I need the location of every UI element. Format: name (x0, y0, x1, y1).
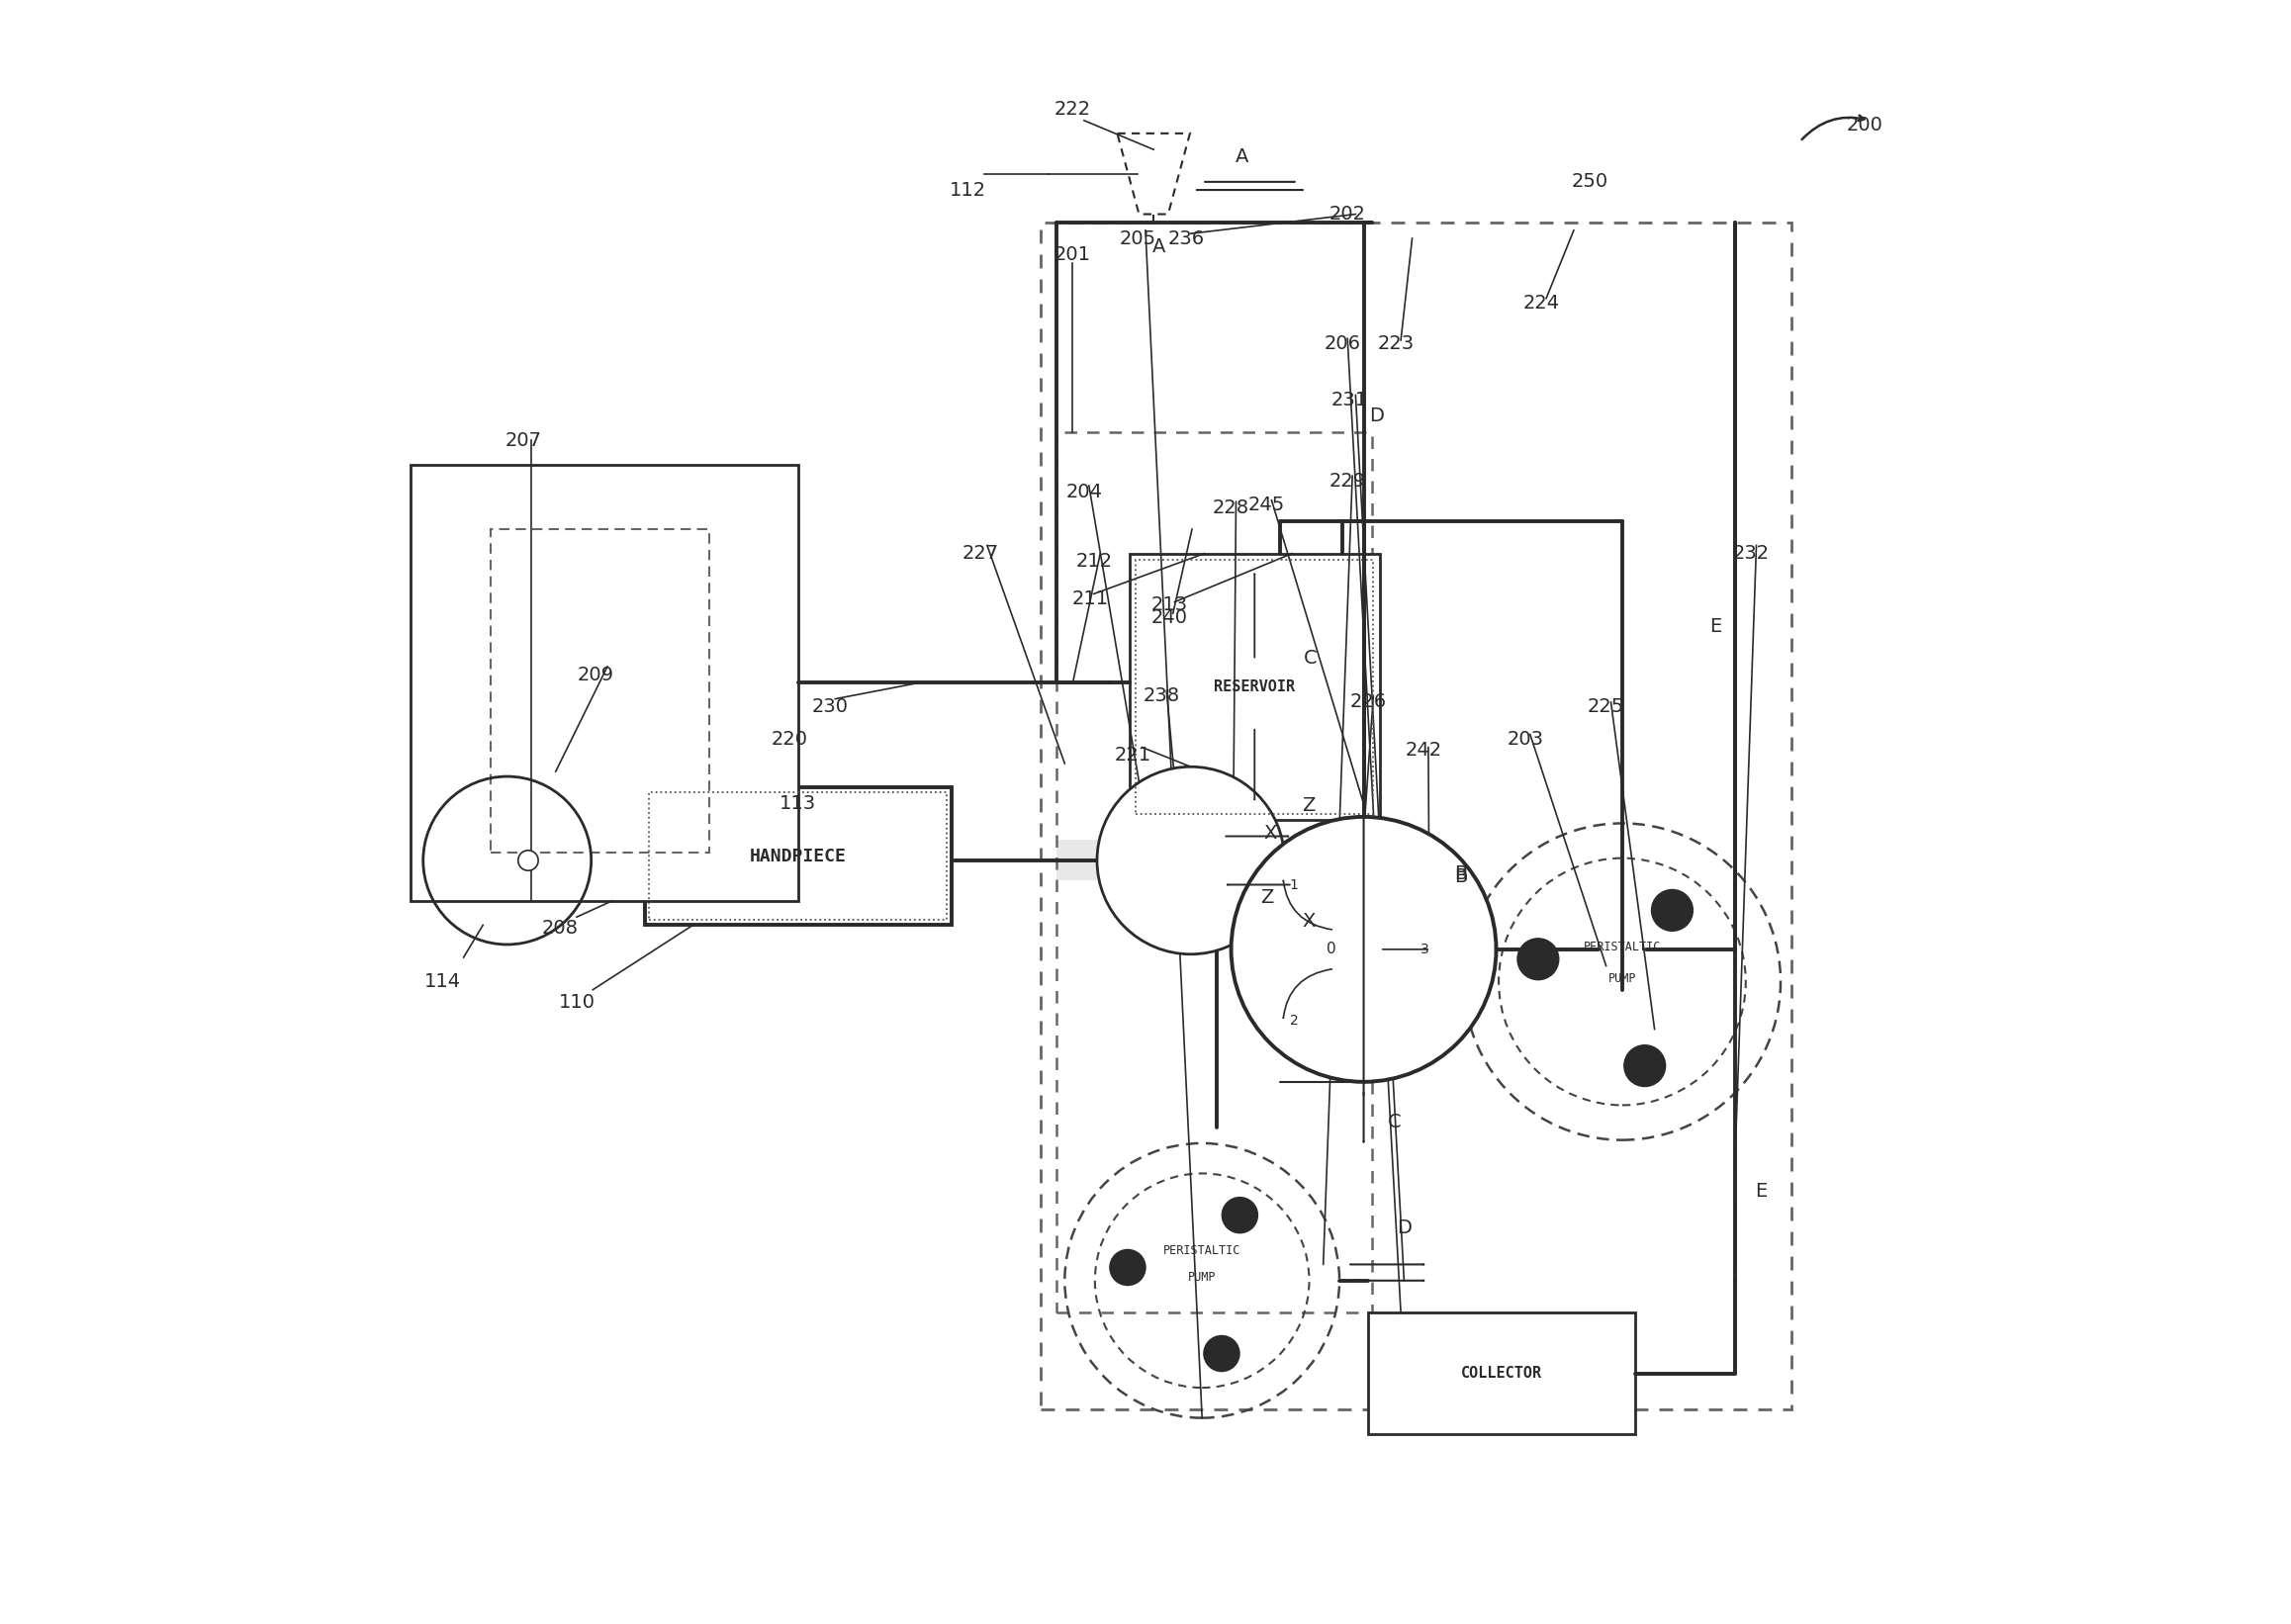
Text: 1: 1 (1290, 879, 1299, 892)
Text: 225: 225 (1588, 698, 1624, 716)
Text: D: D (1398, 1218, 1411, 1237)
Circle shape (1517, 937, 1560, 981)
Text: 0: 0 (1326, 942, 1336, 957)
Text: PUMP: PUMP (1189, 1272, 1217, 1285)
Text: 250: 250 (1572, 172, 1608, 192)
Text: 245: 245 (1249, 495, 1285, 515)
Text: D: D (1370, 406, 1384, 425)
Text: COLLECTOR: COLLECTOR (1462, 1366, 1542, 1380)
Text: 200: 200 (1847, 115, 1883, 135)
Text: Z: Z (1301, 796, 1315, 815)
Text: 226: 226 (1349, 693, 1386, 711)
Text: B: B (1455, 864, 1466, 883)
Text: A: A (1235, 146, 1249, 166)
Text: 232: 232 (1734, 544, 1771, 564)
Text: C: C (1388, 1112, 1402, 1132)
Text: B: B (1455, 867, 1466, 887)
Text: 213: 213 (1152, 596, 1189, 614)
Text: 223: 223 (1377, 335, 1414, 352)
Text: 220: 220 (772, 729, 809, 749)
Text: 201: 201 (1054, 245, 1091, 265)
Text: 204: 204 (1065, 482, 1102, 502)
Text: 208: 208 (543, 919, 580, 937)
Text: 212: 212 (1074, 552, 1111, 572)
Text: Z: Z (1260, 888, 1274, 908)
Circle shape (1230, 817, 1496, 1082)
Text: 230: 230 (811, 698, 848, 716)
Text: 203: 203 (1507, 729, 1544, 749)
Text: PERISTALTIC: PERISTALTIC (1164, 1244, 1242, 1257)
Circle shape (518, 851, 538, 870)
Text: 211: 211 (1072, 590, 1109, 607)
Text: PUMP: PUMP (1608, 973, 1636, 984)
Text: 205: 205 (1118, 229, 1155, 248)
Polygon shape (1056, 840, 1372, 880)
Circle shape (1624, 1044, 1666, 1086)
Circle shape (1109, 1249, 1146, 1286)
Circle shape (1097, 767, 1285, 955)
Text: 224: 224 (1524, 294, 1560, 312)
Text: E: E (1709, 617, 1723, 635)
Text: 238: 238 (1143, 687, 1180, 705)
Text: 113: 113 (779, 794, 816, 814)
Text: X: X (1301, 913, 1315, 931)
Text: 114: 114 (424, 973, 460, 991)
Text: PERISTALTIC: PERISTALTIC (1583, 940, 1661, 953)
Text: RESERVOIR: RESERVOIR (1214, 679, 1294, 693)
Circle shape (1203, 1335, 1239, 1372)
Polygon shape (644, 788, 951, 926)
Text: 242: 242 (1404, 741, 1441, 760)
Text: 227: 227 (962, 544, 999, 564)
Text: 236: 236 (1168, 229, 1205, 248)
Text: 209: 209 (577, 666, 614, 684)
Text: A: A (1152, 237, 1166, 257)
Text: C: C (1304, 650, 1317, 667)
Polygon shape (1129, 554, 1379, 820)
Text: 206: 206 (1324, 335, 1361, 352)
Text: 202: 202 (1329, 205, 1365, 224)
Text: 3: 3 (1420, 942, 1430, 957)
Polygon shape (410, 464, 797, 901)
Text: 231: 231 (1331, 391, 1368, 409)
Text: HANDPIECE: HANDPIECE (749, 848, 845, 866)
Text: 240: 240 (1152, 609, 1189, 627)
Text: 2: 2 (1290, 1013, 1299, 1028)
Text: 112: 112 (948, 180, 985, 200)
Text: 221: 221 (1113, 745, 1150, 765)
Polygon shape (1368, 1312, 1636, 1434)
Text: 228: 228 (1212, 499, 1249, 518)
Text: 110: 110 (559, 994, 596, 1012)
Circle shape (1221, 1197, 1258, 1234)
Text: 222: 222 (1054, 99, 1091, 119)
Text: X: X (1262, 823, 1276, 843)
Text: 207: 207 (504, 430, 541, 450)
Text: 229: 229 (1329, 471, 1365, 490)
Text: E: E (1755, 1182, 1766, 1202)
Circle shape (1652, 888, 1693, 932)
